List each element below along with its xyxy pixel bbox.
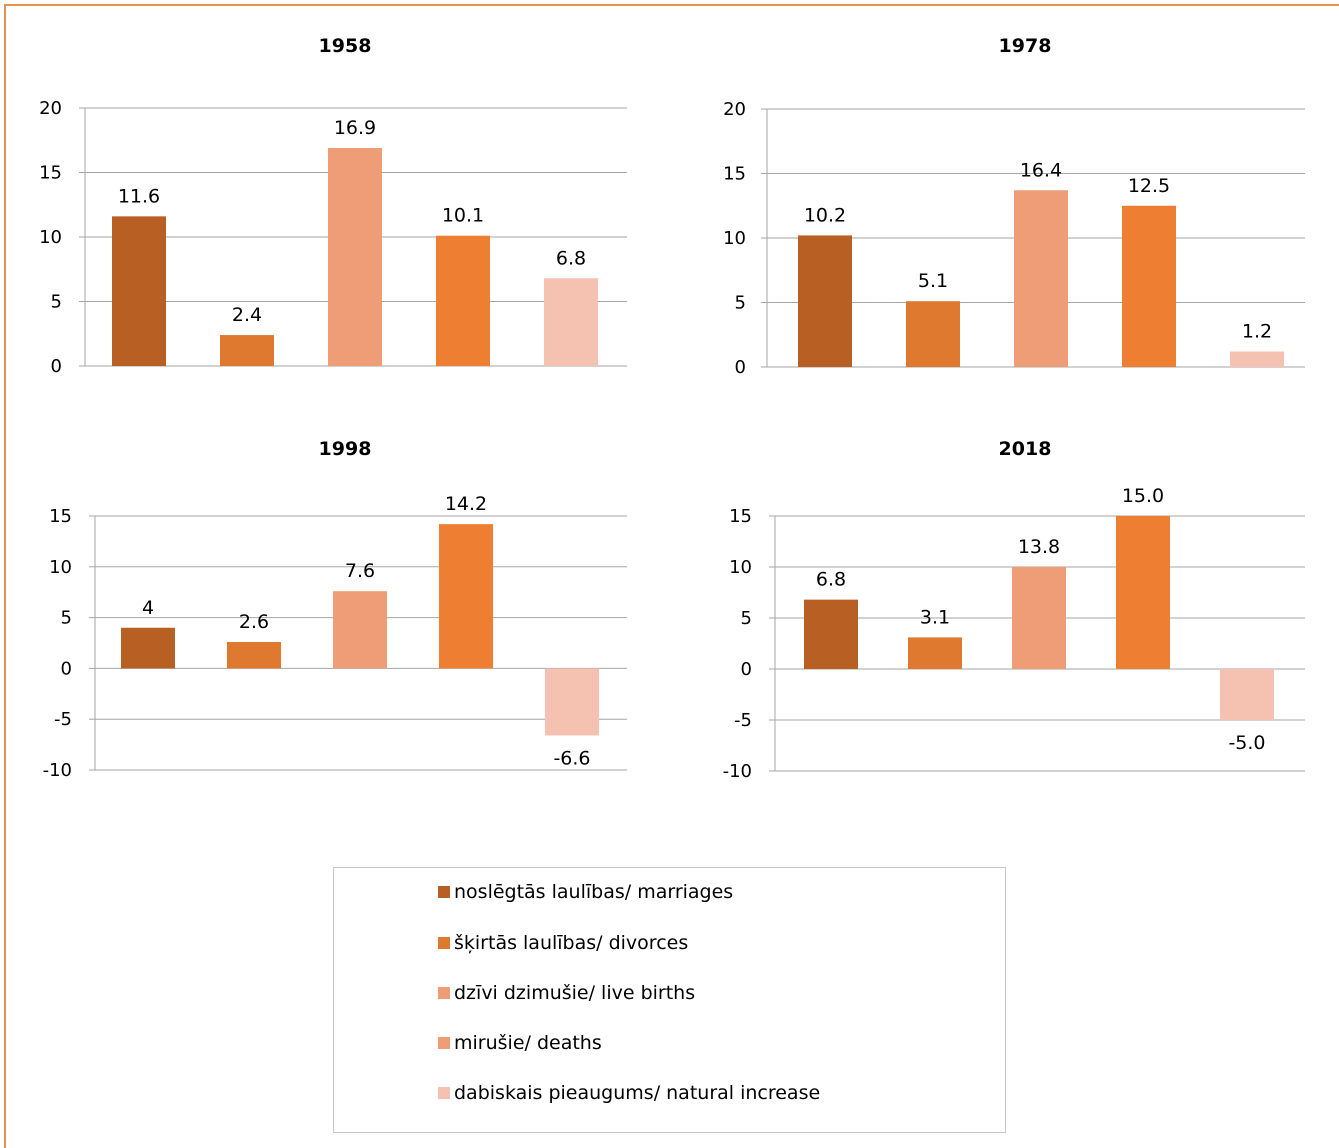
data-label: 14.2 xyxy=(445,493,487,515)
data-label: -5.0 xyxy=(1228,732,1265,754)
y-tick-label: 5 xyxy=(61,608,72,629)
bar xyxy=(220,335,274,366)
bar xyxy=(908,637,962,669)
y-tick-label: 0 xyxy=(51,356,62,377)
data-label: 2.4 xyxy=(232,304,262,326)
legend-item-divorces: šķirtās laulības/ divorces xyxy=(438,932,688,954)
bar xyxy=(804,599,858,669)
data-label: 11.6 xyxy=(118,185,160,207)
legend-label: dabiskais pieaugums/ natural increase xyxy=(454,1082,821,1104)
bar xyxy=(1220,669,1274,720)
chart-1978: 1978 0 5 10 15 20 10.2 5.1 16.4 12.5 1.2 xyxy=(723,35,1305,378)
bar xyxy=(1014,190,1068,367)
bar xyxy=(333,591,387,669)
chart-1958: 1958 0 5 10 15 20 11.6 2.4 16.9 10.1 6.8 xyxy=(39,35,627,377)
y-tick-label: -10 xyxy=(43,760,72,781)
data-label: 6.8 xyxy=(816,569,846,591)
data-label: 10.2 xyxy=(804,204,846,226)
bar xyxy=(1012,567,1066,669)
bar xyxy=(328,147,382,366)
data-label: 7.6 xyxy=(345,560,375,582)
legend-swatch xyxy=(438,886,450,898)
legend-item-marriages: noslēgtās laulības/ marriages xyxy=(438,881,733,903)
chart-title: 2018 xyxy=(999,438,1052,460)
data-label: 6.8 xyxy=(556,247,586,269)
y-tick-label: 0 xyxy=(735,357,746,378)
legend-item-natural-increase: dabiskais pieaugums/ natural increase xyxy=(438,1082,820,1104)
bar xyxy=(436,235,490,366)
legend-swatch xyxy=(438,1087,450,1099)
bar xyxy=(545,668,599,736)
bar xyxy=(906,301,960,367)
y-tick-label: 5 xyxy=(51,292,62,313)
data-label: 13.8 xyxy=(1018,536,1060,558)
y-tick-label: 15 xyxy=(39,163,62,184)
bar xyxy=(121,627,175,669)
y-tick-label: 0 xyxy=(61,658,72,679)
y-tick-label: 0 xyxy=(741,659,752,680)
chart-2018: 2018 -10 -5 0 5 10 15 6.8 3.1 13.8 15.0 -5.0 xyxy=(723,438,1305,782)
y-tick-label: 5 xyxy=(735,293,746,314)
data-label: -6.6 xyxy=(553,747,590,769)
y-tick-label: -10 xyxy=(723,761,752,782)
data-label: 10.1 xyxy=(442,205,484,227)
bar xyxy=(112,216,166,366)
data-label: 2.6 xyxy=(239,611,269,633)
legend-item-deaths: mirušie/ deaths xyxy=(438,1032,602,1054)
data-label: 3.1 xyxy=(920,606,950,628)
data-label: 5.1 xyxy=(918,270,948,292)
bar xyxy=(439,524,493,669)
bar xyxy=(544,278,598,366)
legend-label: mirušie/ deaths xyxy=(454,1032,602,1054)
y-tick-label: 20 xyxy=(723,99,746,120)
data-label: 4 xyxy=(142,597,154,619)
legend-swatch xyxy=(438,1037,450,1049)
y-tick-label: 10 xyxy=(39,227,62,248)
bar xyxy=(798,235,852,367)
data-label: 16.4 xyxy=(1020,159,1062,181)
legend-label: noslēgtās laulības/ marriages xyxy=(454,881,734,903)
chart-1998: 1998 -10 -5 0 5 10 15 4 2.6 7.6 14.2 -6.6 xyxy=(43,438,627,781)
data-label: 15.0 xyxy=(1122,485,1164,507)
legend-label: dzīvi dzimušie/ live births xyxy=(454,982,696,1004)
y-tick-label: 15 xyxy=(49,506,72,527)
data-label: 16.9 xyxy=(334,117,376,139)
y-tick-label: 15 xyxy=(729,506,752,527)
y-tick-label: 10 xyxy=(49,557,72,578)
data-label: 12.5 xyxy=(1128,175,1170,197)
y-tick-label: 10 xyxy=(723,228,746,249)
bar xyxy=(1116,516,1170,669)
bar xyxy=(1122,205,1176,367)
legend-label: šķirtās laulības/ divorces xyxy=(454,932,689,954)
legend-swatch xyxy=(438,987,450,999)
y-tick-label: 15 xyxy=(723,164,746,185)
bar xyxy=(1230,351,1284,367)
legend-item-live-births: dzīvi dzimušie/ live births xyxy=(438,982,695,1004)
y-tick-label: -5 xyxy=(54,709,72,730)
chart-title: 1998 xyxy=(319,438,372,460)
chart-frame xyxy=(4,4,1339,1148)
chart-legend: noslēgtās laulības/ marriages šķirtās la… xyxy=(333,867,1006,1133)
chart-title: 1978 xyxy=(999,35,1052,57)
bar xyxy=(227,641,281,669)
chart-title: 1958 xyxy=(319,35,372,57)
legend-swatch xyxy=(438,937,450,949)
data-label: 1.2 xyxy=(1242,321,1272,343)
y-tick-label: -5 xyxy=(734,710,752,731)
y-tick-label: 5 xyxy=(741,608,752,629)
y-tick-label: 20 xyxy=(39,98,62,119)
y-tick-label: 10 xyxy=(729,557,752,578)
